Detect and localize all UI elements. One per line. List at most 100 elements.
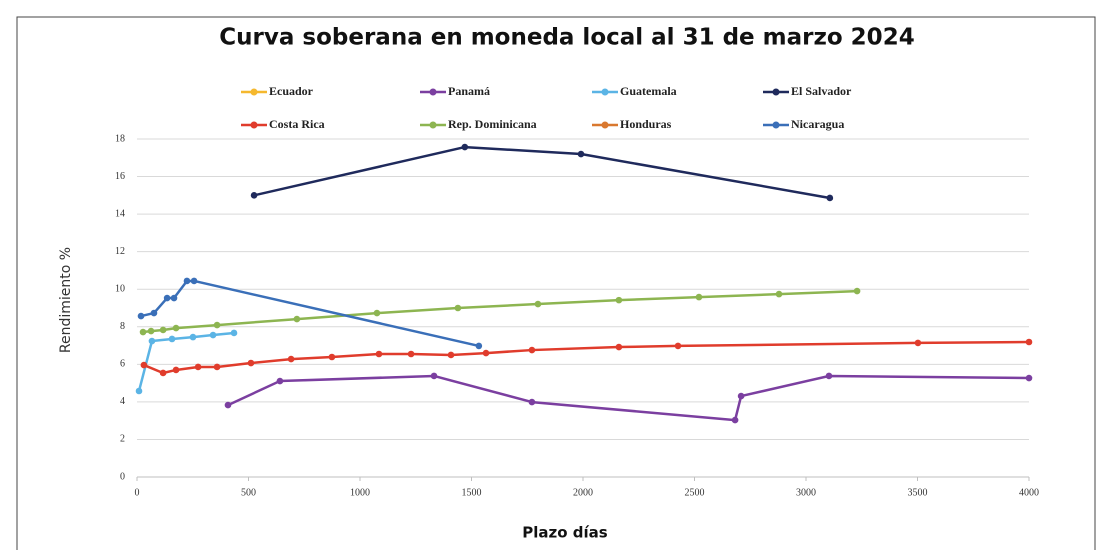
series-line	[143, 340, 1030, 375]
y-tick-label: 14	[115, 208, 125, 219]
legend-marker	[429, 88, 437, 96]
x-tick-label: 4000	[1019, 487, 1039, 498]
data-point	[148, 337, 156, 345]
y-tick-label: 8	[120, 321, 125, 332]
data-point	[825, 372, 833, 380]
data-point	[775, 290, 783, 298]
data-point	[147, 327, 155, 335]
data-point	[230, 329, 238, 337]
data-point	[826, 194, 834, 202]
data-point	[447, 351, 455, 359]
data-point	[615, 296, 623, 304]
data-point	[407, 350, 415, 358]
data-point	[454, 304, 462, 312]
data-point	[137, 312, 145, 320]
data-point	[163, 294, 171, 302]
series-line	[142, 289, 858, 334]
legend-label: El Salvador	[791, 84, 852, 98]
data-point	[1025, 338, 1033, 346]
legend-marker	[429, 121, 437, 129]
data-point	[287, 355, 295, 363]
series-line	[227, 374, 1030, 422]
legend-label: Costa Rica	[269, 117, 325, 131]
y-tick-label: 16	[115, 171, 125, 182]
data-point	[853, 287, 861, 295]
x-tick-label: 3500	[908, 487, 928, 498]
data-point	[914, 339, 922, 347]
legend-marker	[601, 88, 609, 96]
data-point	[168, 335, 176, 343]
data-point	[373, 309, 381, 317]
data-point	[577, 150, 585, 158]
data-point	[1025, 374, 1033, 382]
x-tick-label: 1000	[350, 487, 370, 498]
y-tick-label: 12	[115, 246, 125, 257]
data-point	[528, 346, 536, 354]
data-point	[159, 326, 167, 334]
legend-marker	[250, 121, 258, 129]
x-tick-label: 0	[135, 487, 140, 498]
data-point	[190, 277, 198, 285]
legend-marker	[601, 121, 609, 129]
data-point	[172, 324, 180, 332]
data-point	[250, 192, 258, 199]
x-tick-label: 1500	[462, 487, 482, 498]
data-point	[159, 369, 167, 377]
data-point	[475, 342, 483, 350]
data-point	[213, 321, 221, 329]
data-point	[430, 372, 438, 380]
series-line	[253, 145, 831, 200]
data-point	[674, 342, 682, 350]
series-line	[137, 331, 235, 392]
legend-label: Guatemala	[620, 84, 677, 98]
data-point	[224, 401, 232, 409]
data-point	[213, 363, 221, 371]
y-tick-label: 2	[120, 434, 125, 445]
legend-marker	[250, 88, 258, 96]
y-tick-label: 6	[120, 359, 125, 370]
data-point	[194, 363, 202, 371]
data-point	[189, 333, 197, 341]
data-point	[375, 350, 383, 358]
legend-label: Ecuador	[269, 84, 314, 98]
data-point	[139, 328, 147, 336]
data-point	[695, 293, 703, 301]
data-point	[534, 300, 542, 308]
legend-label: Honduras	[620, 117, 672, 131]
legend-label: Panamá	[448, 84, 490, 98]
y-axis-label: Rendimiento %	[58, 247, 74, 353]
data-point	[209, 331, 217, 339]
legend-marker	[772, 88, 780, 96]
legend-marker	[772, 121, 780, 129]
y-tick-label: 18	[115, 133, 125, 144]
data-point	[140, 361, 148, 369]
y-tick-label: 10	[115, 284, 125, 295]
data-point	[615, 343, 623, 351]
data-point	[528, 398, 536, 406]
chart-title: Curva soberana en moneda local al 31 de …	[219, 25, 914, 51]
legend-label: Rep. Dominicana	[448, 117, 537, 131]
data-point	[247, 359, 255, 367]
data-point	[170, 294, 178, 302]
data-point	[276, 377, 284, 385]
x-tick-label: 2000	[573, 487, 593, 498]
chart-border	[16, 16, 1096, 550]
data-point	[482, 349, 490, 357]
data-point	[183, 277, 191, 285]
data-point	[328, 353, 336, 361]
y-tick-label: 4	[120, 396, 125, 407]
data-point	[461, 143, 469, 151]
data-point	[737, 392, 745, 400]
x-tick-label: 500	[241, 487, 256, 498]
data-point	[172, 366, 180, 374]
x-axis-label: Plazo días	[522, 524, 608, 542]
x-tick-label: 2500	[685, 487, 705, 498]
data-point	[150, 309, 158, 317]
y-tick-label: 0	[120, 471, 125, 482]
data-point	[731, 416, 739, 424]
legend-label: Nicaragua	[791, 117, 844, 131]
x-tick-label: 3000	[796, 487, 816, 498]
data-point	[293, 315, 301, 323]
data-point	[135, 387, 143, 395]
